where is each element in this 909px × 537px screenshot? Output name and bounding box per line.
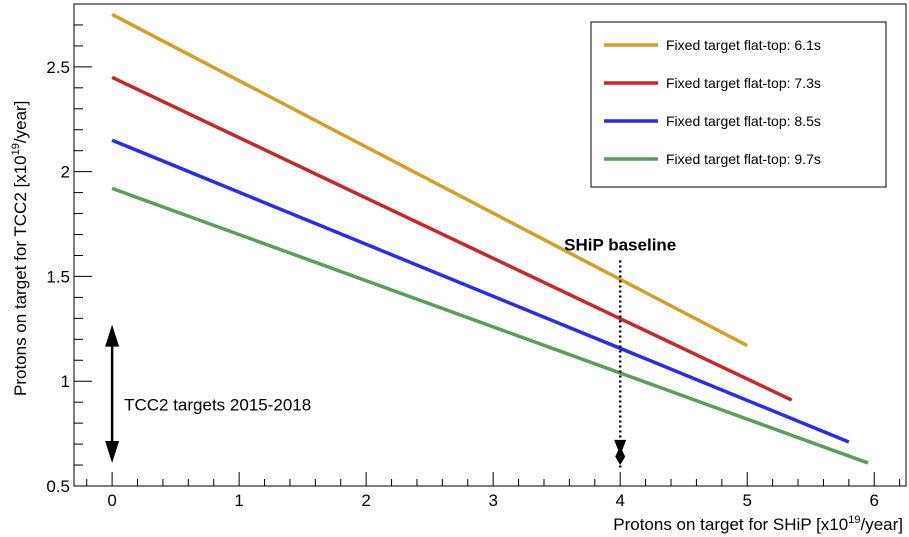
annotations: SHiP baseline TCC2 targets 2015-2018 (105, 236, 676, 470)
plot-frame (73, 3, 907, 487)
x-axis-title-tail: /year] (860, 515, 903, 534)
x-tick-label: 1 (234, 491, 243, 510)
x-axis-title: Protons on target for SHiP [x1019/year] (613, 514, 903, 534)
series-line-2 (111, 75, 793, 402)
x-tick-label: 5 (742, 491, 751, 510)
y-axis-title-tail: /year] (11, 101, 30, 144)
y-axis-title-sup: 19 (10, 143, 22, 155)
x-tick-label: 3 (488, 491, 497, 510)
y-tick-label: 2.5 (46, 58, 70, 77)
legend-label-2: Fixed target flat-top: 7.3s (666, 75, 821, 91)
legend-label-1: Fixed target flat-top: 6.1s (666, 37, 821, 53)
tcc2-label: TCC2 targets 2015-2018 (124, 395, 311, 414)
y-tick-label: 1.5 (46, 267, 70, 286)
y-axis-title: Protons on target for TCC2 [x1019/year] (10, 101, 30, 396)
tcc2-arrow-up (105, 324, 120, 347)
x-axis: 0 1 2 3 4 5 6 (86, 472, 901, 510)
series-line-1 (111, 12, 749, 348)
series-line-4 (111, 186, 869, 465)
legend-label-4: Fixed target flat-top: 9.7s (666, 151, 821, 167)
x-tick-label: 0 (107, 491, 116, 510)
x-axis-title-main: Protons on target for SHiP [x10 (613, 515, 848, 534)
y-tick-label: 2 (61, 163, 70, 182)
x-axis-title-sup: 19 (848, 514, 860, 526)
y-axis: 0.5 1 1.5 2 2.5 (46, 3, 92, 496)
y-axis-title-main: Protons on target for TCC2 [x10 (11, 155, 30, 396)
legend: Fixed target flat-top: 6.1s Fixed target … (590, 21, 887, 188)
legend-label-3: Fixed target flat-top: 8.5s (666, 113, 821, 129)
series-line-3 (111, 138, 850, 444)
x-tick-label: 6 (870, 491, 879, 510)
ship-baseline-marker (614, 439, 627, 466)
series-lines (111, 12, 869, 465)
ship-baseline-label: SHiP baseline (564, 236, 676, 255)
x-tick-label: 4 (615, 491, 624, 510)
y-tick-label: 0.5 (46, 477, 70, 496)
x-tick-label: 2 (361, 491, 370, 510)
y-tick-label: 1 (61, 372, 70, 391)
tcc2-arrow-down (105, 440, 120, 463)
